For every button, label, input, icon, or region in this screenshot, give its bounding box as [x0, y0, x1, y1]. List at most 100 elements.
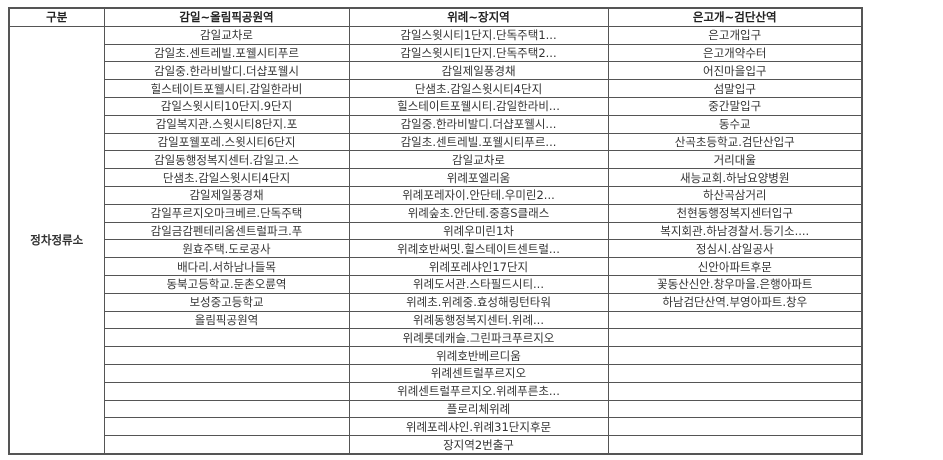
stop-cell: 은고개약수터 [607, 43, 863, 63]
stop-cell: 배다리.서하남나들목 [103, 257, 350, 276]
table-row: 위례포레샤인.위례31단지후문 [9, 417, 863, 437]
stop-cell [103, 417, 350, 437]
stop-cell [607, 363, 863, 383]
stop-cell: 감일포웰포레.스윗시티6단지 [103, 132, 350, 152]
stop-cell: 위례센트럴푸르지오 [348, 363, 609, 383]
stop-cell: 위례도서관.스타필드시티... [348, 274, 609, 294]
table-row: 힐스테이트포웰시티.감일한라비 단샘초.감일스윗시티4단지 섬말입구 [9, 79, 863, 98]
stop-cell: 정심시.삼일공사 [607, 239, 863, 259]
bus-stop-table: 구분 감일~올림픽공원역 위례~장지역 은고개~검단산역 정차정류소 감일교차로 감… [8, 7, 863, 455]
table-row: 위례센트럴푸르지오.위례푸른초... [9, 381, 863, 401]
stop-cell: 감일동행정복지센터.감일고.스 [103, 150, 350, 170]
stop-cell: 천현동행정복지센터입구 [607, 203, 863, 223]
table-row: 위례호반베르디움 [9, 346, 863, 365]
table-row: 감일초.센트레빌.포웰시티푸르 감일스윗시티1단지.단독주택2... 은고개약수터 [9, 43, 863, 63]
stop-cell: 위례동행정복지센터.위례... [348, 310, 609, 330]
stop-cell [103, 435, 350, 455]
stop-cell: 감일초.센트레빌.포웰시티푸르 [103, 43, 350, 63]
stop-cell: 하산곡삼거리 [607, 185, 863, 205]
stop-cell: 동수교 [607, 114, 863, 134]
table-row: 올림픽공원역 위례동행정복지센터.위례... [9, 310, 863, 330]
stop-cell: 감일중.한라비발디.더샵포웰시 [103, 61, 350, 81]
stop-cell [103, 399, 350, 419]
stop-cell: 감일중.한라비발디.더샵포웰시... [348, 114, 609, 134]
stop-cell: 장지역2번출구 [348, 435, 609, 455]
stop-cell: 감일제일풍경채 [348, 61, 609, 81]
stop-cell: 감일교차로 [103, 25, 350, 45]
stop-cell: 감일복지관.스윗시티8단지.포 [103, 114, 350, 134]
stop-cell: 위례포레자이.안단테.우미린2... [348, 185, 609, 205]
stop-cell: 꽃동산신안.창우마을.은행아파트 [607, 274, 863, 294]
stop-cell: 감일교차로 [348, 150, 609, 170]
stop-cell [103, 328, 350, 348]
table-row: 위례센트럴푸르지오 [9, 363, 863, 383]
stop-cell: 위례포레샤인.위례31단지후문 [348, 417, 609, 437]
stop-cell: 감일금감펜테리움센트럴파크.푸 [103, 221, 350, 241]
category-cell: 정차정류소 [8, 25, 105, 455]
stop-cell: 단샘초.감일스윗시티4단지 [103, 168, 350, 187]
stop-cell: 위례롯데캐슬.그린파크푸르지오 [348, 328, 609, 348]
stop-cell: 복지회관.하남경찰서.등기소.... [607, 221, 863, 241]
header-route-2: 위례~장지역 [348, 7, 609, 27]
stop-cell: 위례호반베르디움 [348, 346, 609, 365]
stop-cell: 동북고등학교.둔촌오륜역 [103, 274, 350, 294]
stop-cell: 보성중고등학교 [103, 292, 350, 312]
table-row: 감일복지관.스윗시티8단지.포 감일중.한라비발디.더샵포웰시... 동수교 [9, 114, 863, 134]
stop-cell: 위례우미린1차 [348, 221, 609, 241]
stop-cell [607, 310, 863, 330]
stop-cell: 힐스테이트포웰시티.감일한라비 [103, 79, 350, 98]
stop-cell: 힐스테이트포웰시티.감일한라비... [348, 96, 609, 116]
stop-cell: 거리대울 [607, 150, 863, 170]
stop-cell: 감일스윗시티10단지.9단지 [103, 96, 350, 116]
stop-cell: 하남검단산역.부영아파트.창우 [607, 292, 863, 312]
stop-cell [607, 381, 863, 401]
header-category: 구분 [8, 7, 105, 27]
stop-cell: 산곡초등학교.검단산입구 [607, 132, 863, 152]
stop-cell: 어진마을입구 [607, 61, 863, 81]
stop-cell: 원효주택.도로공사 [103, 239, 350, 259]
table-row: 감일푸르지오마크베르.단독주택 위례숲초.안단테.중흥S클래스 천현동행정복지센터입… [9, 203, 863, 223]
header-route-3: 은고개~검단산역 [607, 7, 863, 27]
stop-cell: 위례초.위례중.효성해링턴타워 [348, 292, 609, 312]
stop-cell: 섬말입구 [607, 79, 863, 98]
stop-cell: 감일스윗시티1단지.단독주택1... [348, 25, 609, 45]
stop-cell [607, 328, 863, 348]
table-row: 플로리체위례 [9, 399, 863, 419]
table-row: 위례롯데캐슬.그린파크푸르지오 [9, 328, 863, 348]
header-route-1: 감일~올림픽공원역 [103, 7, 350, 27]
stop-cell: 새능교회.하남요양병원 [607, 168, 863, 187]
stop-cell [103, 363, 350, 383]
table-row: 감일포웰포레.스윗시티6단지 감일초.센트레빌.포웰시티푸르... 산곡초등학교.검… [9, 132, 863, 152]
stop-cell: 신안아파트후문 [607, 257, 863, 276]
stop-cell: 올림픽공원역 [103, 310, 350, 330]
table-row: 감일동행정복지센터.감일고.스 감일교차로 거리대울 [9, 150, 863, 170]
stop-cell [607, 417, 863, 437]
table-row: 감일스윗시티10단지.9단지 힐스테이트포웰시티.감일한라비... 중간말입구 [9, 96, 863, 116]
stop-cell: 은고개입구 [607, 25, 863, 45]
stop-cell: 감일초.센트레빌.포웰시티푸르... [348, 132, 609, 152]
table-row: 감일중.한라비발디.더샵포웰시 감일제일풍경채 어진마을입구 [9, 61, 863, 81]
stop-cell [607, 346, 863, 365]
stop-cell: 위례숲초.안단테.중흥S클래스 [348, 203, 609, 223]
stop-cell: 중간말입구 [607, 96, 863, 116]
stop-cell [607, 435, 863, 455]
table-row: 감일제일풍경채 위례포레자이.안단테.우미린2... 하산곡삼거리 [9, 185, 863, 205]
stop-cell [103, 381, 350, 401]
stop-cell: 감일제일풍경채 [103, 185, 350, 205]
table-row: 동북고등학교.둔촌오륜역 위례도서관.스타필드시티... 꽃동산신안.창우마을.은행… [9, 274, 863, 294]
stop-cell: 단샘초.감일스윗시티4단지 [348, 79, 609, 98]
stop-cell: 위례센트럴푸르지오.위례푸른초... [348, 381, 609, 401]
stop-cell [607, 399, 863, 419]
stop-cell: 위례호반써밋.힐스테이트센트럴... [348, 239, 609, 259]
stop-cell [103, 346, 350, 365]
table-row: 정차정류소 감일교차로 감일스윗시티1단지.단독주택1... 은고개입구 [8, 25, 863, 455]
stop-cell: 위례포레샤인17단지 [348, 257, 609, 276]
table-row: 감일금감펜테리움센트럴파크.푸 위례우미린1차 복지회관.하남경찰서.등기소.... [9, 221, 863, 241]
stop-cell: 감일푸르지오마크베르.단독주택 [103, 203, 350, 223]
table-row: 장지역2번출구 [9, 435, 863, 455]
table-row: 보성중고등학교 위례초.위례중.효성해링턴타워 하남검단산역.부영아파트.창우 [9, 292, 863, 312]
table-row: 원효주택.도로공사 위례호반써밋.힐스테이트센트럴... 정심시.삼일공사 [9, 239, 863, 259]
stop-cell: 감일스윗시티1단지.단독주택2... [348, 43, 609, 63]
header-row: 구분 감일~올림픽공원역 위례~장지역 은고개~검단산역 [8, 7, 863, 27]
table-row: 배다리.서하남나들목 위례포레샤인17단지 신안아파트후문 [9, 257, 863, 276]
